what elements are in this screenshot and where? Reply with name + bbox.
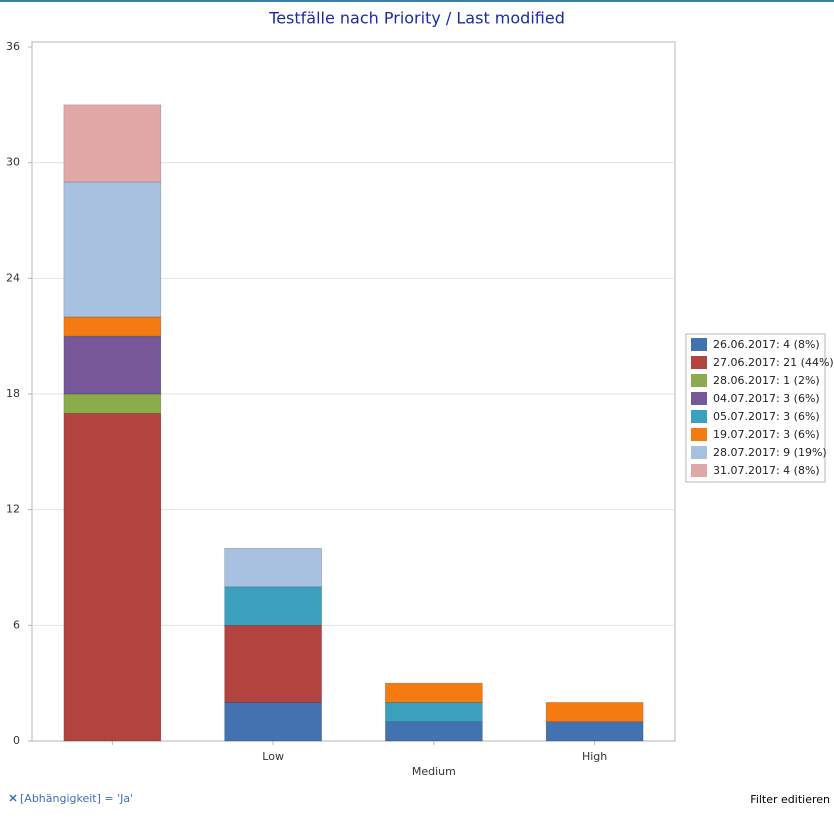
legend-swatch	[691, 392, 707, 405]
bar-segment	[224, 625, 322, 703]
chart-title: Testfälle nach Priority / Last modified	[268, 9, 565, 28]
legend-label: 28.07.2017: 9 (19%)	[713, 446, 827, 459]
bar-segment	[545, 721, 644, 742]
y-tick-label: 18	[6, 387, 20, 400]
bar-segment	[224, 547, 322, 588]
bar-segment	[63, 335, 162, 395]
filter-clear[interactable]	[9, 794, 17, 802]
y-tick-label: 12	[6, 503, 20, 516]
legend-label: 04.07.2017: 3 (6%)	[713, 392, 820, 405]
filter-text[interactable]: [Abhängigkeit] = 'Ja'	[20, 792, 133, 805]
bar-segment	[224, 586, 322, 626]
bar-segment	[63, 181, 162, 318]
legend-label: 27.06.2017: 21 (44%)	[713, 356, 834, 369]
legend-swatch	[691, 374, 707, 387]
bar-segment	[385, 721, 483, 742]
legend-swatch	[691, 356, 707, 369]
x-tick-label: Medium	[412, 765, 456, 778]
bar-segment	[385, 702, 483, 723]
legend	[685, 333, 826, 483]
y-tick-label: 24	[6, 271, 20, 284]
y-tick-label: 0	[13, 734, 20, 747]
bar-segment	[63, 393, 162, 414]
top-border	[0, 0, 834, 2]
legend-swatch	[691, 464, 707, 477]
legend-label: 26.06.2017: 4 (8%)	[713, 338, 820, 351]
filter-edit-button[interactable]: Filter editieren	[750, 793, 830, 806]
legend-swatch	[691, 338, 707, 351]
legend-swatch	[691, 410, 707, 423]
legend-label: 19.07.2017: 3 (6%)	[713, 428, 820, 441]
bar-segment	[63, 316, 162, 337]
legend-label: 28.06.2017: 1 (2%)	[713, 374, 820, 387]
bar-segment	[545, 702, 644, 723]
bar-segment	[224, 702, 322, 742]
y-tick-label: 30	[6, 156, 20, 169]
bar-segment	[63, 412, 162, 742]
legend-label: 05.07.2017: 3 (6%)	[713, 410, 820, 423]
y-tick-label: 36	[6, 40, 20, 53]
bar-segment	[63, 104, 162, 183]
x-tick-label: High	[582, 750, 607, 763]
bar-segment	[385, 682, 483, 703]
x-tick-label: Low	[262, 750, 284, 763]
y-tick-label: 6	[13, 618, 20, 631]
legend-label: 31.07.2017: 4 (8%)	[713, 464, 820, 477]
legend-swatch	[691, 446, 707, 459]
plot-frame	[31, 41, 676, 742]
legend-swatch	[691, 428, 707, 441]
